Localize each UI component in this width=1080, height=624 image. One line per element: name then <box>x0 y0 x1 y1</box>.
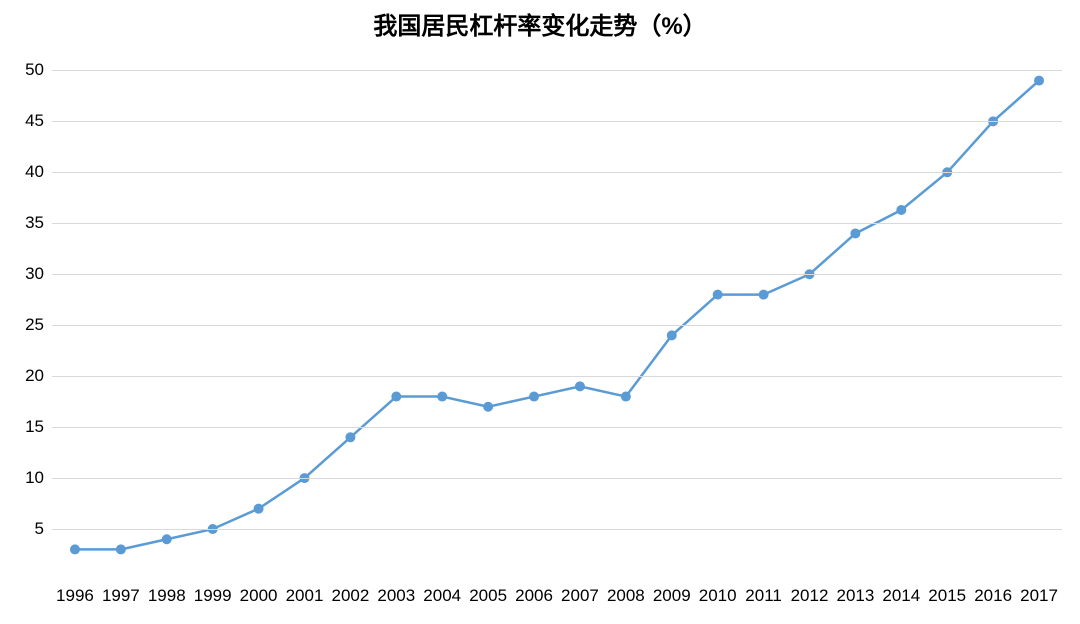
chart-container: 我国居民杠杆率变化走势（%） 5101520253035404550199619… <box>0 0 1080 624</box>
x-tick-label: 2014 <box>882 580 920 606</box>
x-tick-label: 2009 <box>653 580 691 606</box>
series-marker <box>575 381 585 391</box>
y-tick-label: 45 <box>25 111 52 131</box>
x-tick-label: 2008 <box>607 580 645 606</box>
x-tick-label: 2011 <box>745 580 782 606</box>
x-tick-label: 2006 <box>515 580 553 606</box>
x-tick-label: 2015 <box>928 580 966 606</box>
gridline <box>52 376 1062 377</box>
series-marker <box>621 392 631 402</box>
series-marker <box>483 402 493 412</box>
y-tick-label: 25 <box>25 315 52 335</box>
x-tick-label: 1997 <box>102 580 140 606</box>
gridline <box>52 325 1062 326</box>
x-tick-label: 2002 <box>331 580 369 606</box>
chart-title: 我国居民杠杆率变化走势（%） <box>0 6 1080 41</box>
gridline <box>52 274 1062 275</box>
y-tick-label: 5 <box>35 519 52 539</box>
y-tick-label: 35 <box>25 213 52 233</box>
x-tick-label: 1996 <box>56 580 94 606</box>
y-tick-label: 40 <box>25 162 52 182</box>
series-marker <box>391 392 401 402</box>
gridline <box>52 223 1062 224</box>
series-marker <box>759 290 769 300</box>
y-tick-label: 15 <box>25 417 52 437</box>
gridline <box>52 70 1062 71</box>
series-marker <box>345 432 355 442</box>
y-tick-label: 50 <box>25 60 52 80</box>
x-tick-label: 2004 <box>423 580 461 606</box>
gridline <box>52 529 1062 530</box>
y-tick-label: 20 <box>25 366 52 386</box>
series-marker <box>437 392 447 402</box>
series-marker <box>850 228 860 238</box>
series-marker <box>162 534 172 544</box>
gridline <box>52 121 1062 122</box>
x-tick-label: 1999 <box>194 580 232 606</box>
x-tick-label: 2017 <box>1020 580 1058 606</box>
series-marker <box>70 544 80 554</box>
x-tick-label: 2013 <box>836 580 874 606</box>
y-tick-label: 30 <box>25 264 52 284</box>
series-marker <box>1034 76 1044 86</box>
series-marker <box>713 290 723 300</box>
line-series-layer <box>52 50 1062 580</box>
x-tick-label: 2016 <box>974 580 1012 606</box>
x-tick-label: 2000 <box>240 580 278 606</box>
y-tick-label: 10 <box>25 468 52 488</box>
x-tick-label: 2003 <box>377 580 415 606</box>
x-tick-label: 2005 <box>469 580 507 606</box>
series-marker <box>116 544 126 554</box>
series-marker <box>667 330 677 340</box>
x-tick-label: 1998 <box>148 580 186 606</box>
gridline <box>52 478 1062 479</box>
gridline <box>52 427 1062 428</box>
series-marker <box>529 392 539 402</box>
x-tick-label: 2010 <box>699 580 737 606</box>
series-marker <box>254 504 264 514</box>
series-line <box>75 81 1039 550</box>
x-tick-label: 2012 <box>791 580 829 606</box>
plot-area: 5101520253035404550199619971998199920002… <box>52 50 1062 580</box>
gridline <box>52 172 1062 173</box>
series-marker <box>896 205 906 215</box>
x-tick-label: 2007 <box>561 580 599 606</box>
x-tick-label: 2001 <box>286 580 324 606</box>
